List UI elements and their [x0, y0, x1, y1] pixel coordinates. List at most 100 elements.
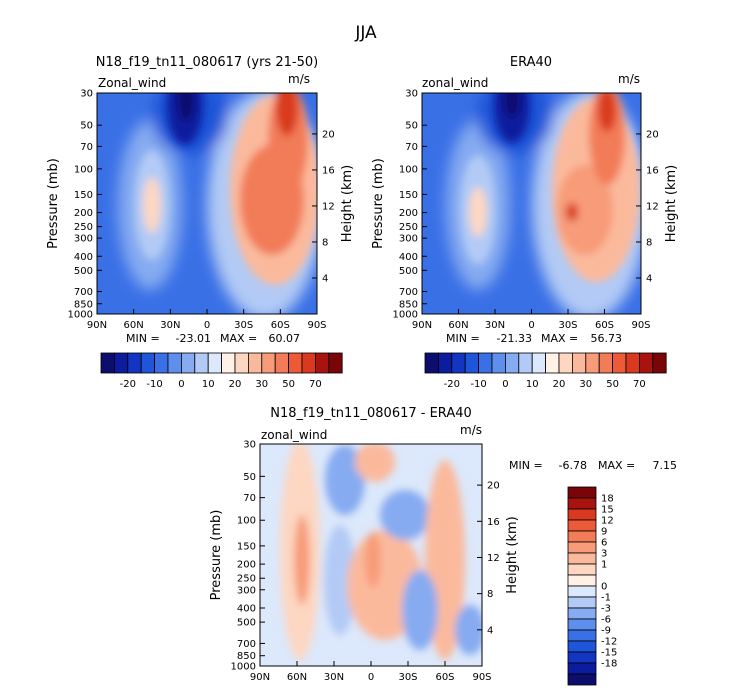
obs-colorbar-box [531, 352, 547, 374]
diff-colorbar-label: -12 [601, 637, 617, 648]
model-y2tick-label: 8 [322, 237, 328, 248]
model-colorbar-label: 0 [178, 379, 184, 390]
obs-colorbar-box [612, 352, 627, 374]
model-units-label: m/s [288, 72, 310, 86]
obs-colorbar-box [491, 352, 506, 374]
model-ytick-label: 300 [74, 234, 93, 245]
obs-ytick-label: 30 [405, 89, 418, 100]
model-xtick-label: 90S [307, 320, 326, 331]
obs-ytick-label: 150 [399, 190, 418, 201]
diff-ytick-label: 70 [243, 493, 256, 504]
obs-xtick-label: 90N [412, 320, 432, 331]
obs-y2tick-label: 4 [646, 273, 652, 284]
model-colorbar-box [180, 352, 196, 374]
obs-colorbar-box [558, 352, 573, 374]
obs-min-label: MIN = [446, 332, 480, 345]
diff-min-label: MIN = [509, 459, 543, 472]
obs-xtick-label: 0 [528, 320, 534, 331]
obs-ytick-label: 500 [399, 266, 418, 277]
diff-y2tick-label: 20 [487, 481, 500, 492]
model-colorbar-label: 10 [202, 379, 215, 390]
diff-ytick-label: 250 [237, 574, 256, 585]
obs-colorbar-box [504, 352, 520, 374]
diff-ytick-label: 700 [237, 639, 256, 650]
diff-panel: N18_f19_tn11_080617 - ERA40 zonal_wind m… [209, 406, 677, 683]
diff-colorbar-box [567, 651, 597, 664]
diff-colorbar-box [567, 585, 597, 598]
model-xtick-label: 0 [204, 320, 210, 331]
diff-colorbar-box [567, 662, 597, 675]
diff-contour-field [260, 444, 482, 666]
model-xtick-label: 60N [124, 320, 144, 331]
diff-units-label: m/s [460, 423, 482, 437]
figure-title: JJA [354, 23, 377, 43]
model-colorbar-box [234, 352, 249, 374]
model-colorbar-box [194, 352, 209, 374]
diff-colorbar-label: -1 [601, 593, 611, 604]
diff-ytick-label: 100 [237, 516, 256, 527]
model-colorbar-label: -20 [120, 379, 136, 390]
diff-colorbar-box [567, 530, 597, 543]
model-ytick-label: 100 [74, 164, 93, 175]
obs-colorbar-box [437, 352, 453, 374]
diff-colorbar-label: -6 [601, 615, 611, 626]
model-colorbar-label: 20 [229, 379, 242, 390]
obs-colorbar-label: 50 [606, 379, 619, 390]
obs-max-value: 56.73 [591, 332, 623, 345]
diff-xtick-label: 60N [287, 672, 307, 683]
diff-xtick-label: 0 [368, 672, 374, 683]
obs-colorbar-box [424, 352, 439, 374]
obs-ytick-label: 1000 [393, 310, 418, 321]
diff-ytick-label: 400 [237, 603, 256, 614]
model-ytick-label: 250 [74, 222, 93, 233]
obs-colorbar-label: 0 [502, 379, 508, 390]
diff-ytick-label: 200 [237, 560, 256, 571]
model-xtick-label: 90N [87, 320, 107, 331]
model-min-value: -23.01 [176, 332, 211, 345]
model-colorbar-box [328, 352, 343, 374]
obs-colorbar-box [451, 352, 466, 374]
obs-max-label: MAX = [541, 332, 578, 345]
obs-colorbar-box [639, 352, 654, 374]
model-title: N18_f19_tn11_080617 (yrs 21-50) [96, 55, 318, 70]
model-y2tick-label: 20 [322, 129, 335, 140]
model-ytick-label: 70 [80, 142, 93, 153]
obs-ytick-label: 50 [405, 121, 418, 132]
obs-colorbar-box [585, 352, 600, 374]
obs-ytick-label: 200 [399, 208, 418, 219]
diff-colorbar-label: 12 [601, 516, 614, 527]
diff-y2tick-label: 8 [487, 589, 493, 600]
diff-colorbar-box [567, 563, 597, 576]
obs-colorbar-box [652, 352, 667, 374]
diff-ytick-label: 150 [237, 541, 256, 552]
diff-colorbar-label: 0 [601, 582, 607, 593]
diff-colorbar-label: 1 [601, 560, 607, 571]
model-y2label: Height (km) [340, 165, 355, 242]
model-colorbar-box [261, 352, 276, 374]
obs-xtick-label: 60N [448, 320, 468, 331]
diff-xtick-label: 30N [324, 672, 344, 683]
model-ytick-label: 200 [74, 208, 93, 219]
model-colorbar-box [167, 352, 182, 374]
obs-contour-field [422, 93, 641, 314]
model-xtick-label: 30S [234, 320, 253, 331]
obs-units-label: m/s [618, 72, 640, 86]
diff-colorbar-label: 15 [601, 505, 614, 516]
model-ytick-label: 1000 [68, 310, 93, 321]
model-colorbar-box [140, 352, 155, 374]
diff-y2tick-label: 12 [487, 553, 500, 564]
diff-xtick-label: 90N [250, 672, 270, 683]
model-colorbar-box [314, 352, 330, 374]
diff-xtick-label: 60S [435, 672, 454, 683]
diff-colorbar-box [567, 508, 597, 521]
model-ytick-label: 400 [74, 252, 93, 263]
model-ylabel: Pressure (mb) [46, 158, 61, 249]
obs-ylabel: Pressure (mb) [371, 158, 386, 249]
obs-y2tick-label: 20 [646, 129, 659, 140]
obs-xtick-label: 60S [595, 320, 614, 331]
diff-ytick-label: 850 [237, 651, 256, 662]
diff-ytick-label: 30 [243, 440, 256, 451]
model-colorbar-box [288, 352, 303, 374]
obs-xtick-label: 30S [558, 320, 577, 331]
obs-field-label: zonal_wind [422, 76, 488, 90]
